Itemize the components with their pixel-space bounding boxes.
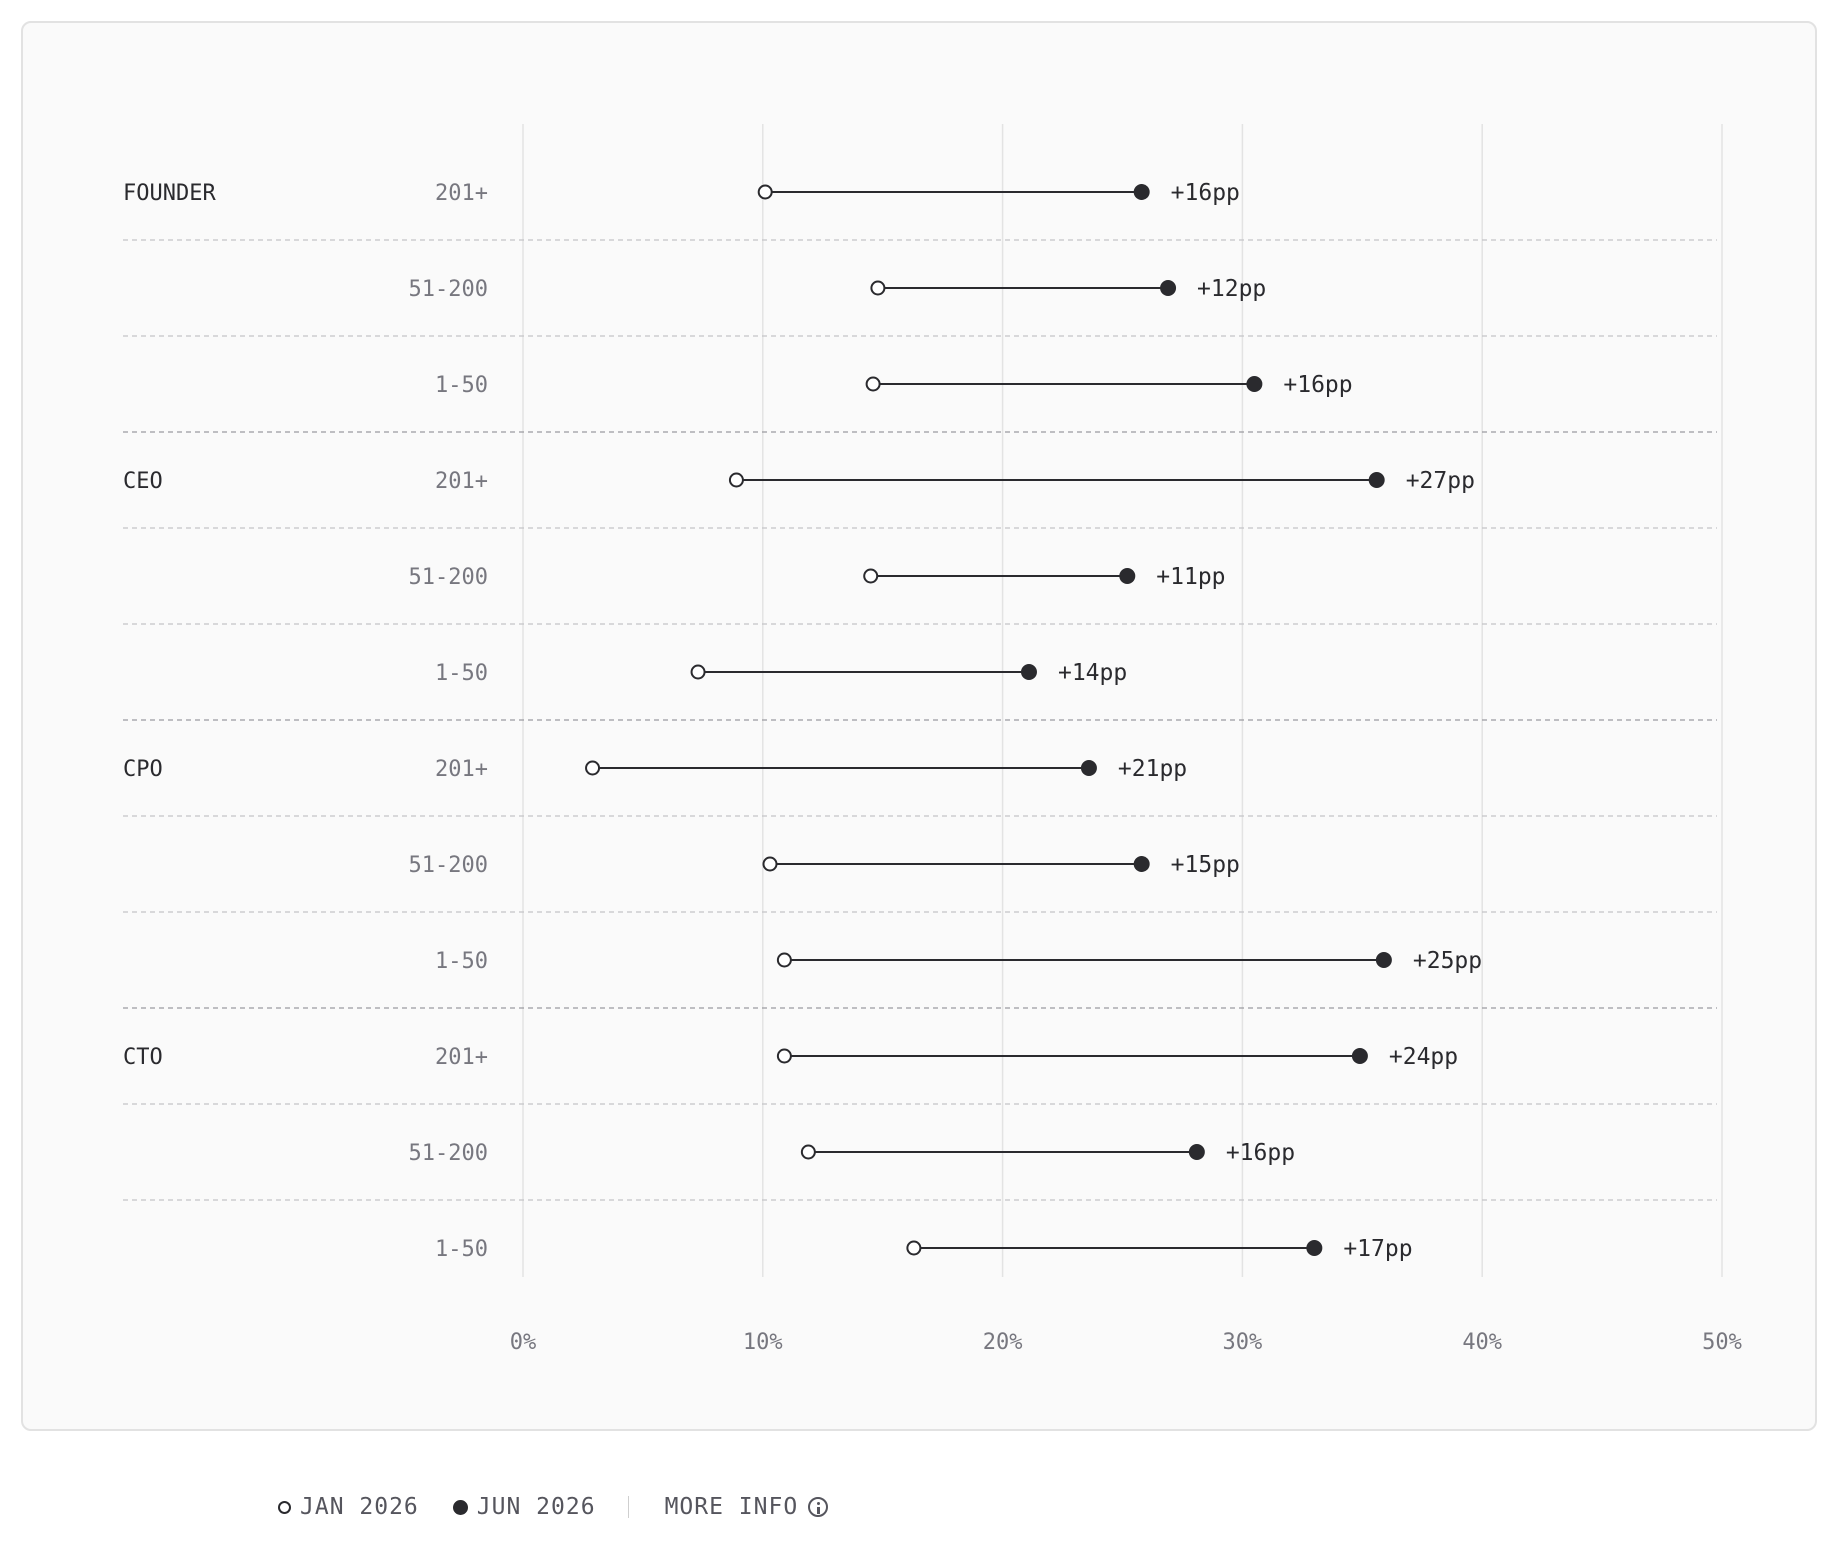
x-tick-label: 10%: [743, 1330, 783, 1355]
delta-label: +12pp: [1197, 276, 1266, 302]
legend-label-jun: JUN 2026: [476, 1494, 596, 1520]
size-label: 1-50: [435, 1237, 488, 1262]
size-label: 201+: [435, 469, 488, 494]
legend-divider: [627, 1496, 629, 1518]
jun-2026-point: [1306, 1240, 1323, 1256]
legend-item-jan: JAN 2026: [278, 1494, 419, 1520]
role-label: CPO: [123, 757, 163, 782]
jan-2026-point: [776, 1048, 792, 1064]
jan-2026-point: [757, 184, 773, 200]
open-circle-icon: [278, 1500, 291, 1514]
size-label: 201+: [435, 1045, 488, 1070]
x-tick-label: 20%: [983, 1330, 1023, 1355]
jan-2026-point: [690, 664, 706, 680]
jan-2026-point: [728, 472, 744, 488]
size-label: 51-200: [409, 1141, 488, 1166]
size-label: 1-50: [435, 373, 488, 398]
delta-label: +16pp: [1283, 372, 1352, 398]
size-label: 201+: [435, 181, 488, 206]
role-label: CTO: [123, 1045, 163, 1070]
jun-2026-point: [1119, 568, 1136, 584]
jan-2026-point: [585, 760, 601, 776]
delta-label: +21pp: [1118, 756, 1187, 782]
jun-2026-point: [1351, 1048, 1368, 1064]
x-tick-label: 0%: [510, 1330, 537, 1355]
delta-label: +24pp: [1389, 1044, 1458, 1070]
chart-legend: JAN 2026 JUN 2026 MORE INFO: [278, 1491, 829, 1523]
jan-2026-point: [863, 568, 879, 584]
jun-2026-point: [1080, 760, 1097, 776]
role-label: CEO: [123, 469, 163, 494]
delta-label: +15pp: [1171, 852, 1240, 878]
delta-label: +16pp: [1171, 180, 1240, 206]
jan-2026-point: [776, 952, 792, 968]
jan-2026-point: [870, 280, 886, 296]
more-info-label: MORE INFO: [664, 1494, 799, 1520]
jan-2026-point: [906, 1240, 922, 1256]
delta-label: +14pp: [1058, 660, 1127, 686]
jun-2026-point: [1368, 472, 1385, 488]
delta-label: +27pp: [1406, 468, 1475, 494]
size-label: 1-50: [435, 661, 488, 686]
jun-2026-point: [1375, 952, 1392, 968]
size-label: 201+: [435, 757, 488, 782]
more-info-button[interactable]: MORE INFO: [665, 1494, 829, 1520]
jun-2026-point: [1133, 856, 1150, 872]
info-circle-icon: [808, 1497, 829, 1517]
size-label: 51-200: [409, 277, 488, 302]
dumbbell-chart: 0% 10% 20% 30% 40% 50% FOUNDER 201+ +16pp 51-200 +…: [123, 124, 1742, 1355]
jun-2026-point: [1020, 664, 1037, 680]
role-label: FOUNDER: [123, 181, 216, 206]
legend-item-jun: JUN 2026: [452, 1494, 596, 1520]
delta-label: +11pp: [1156, 564, 1225, 590]
x-tick-label: 30%: [1223, 1330, 1263, 1355]
jan-2026-point: [800, 1144, 816, 1160]
delta-label: +16pp: [1226, 1140, 1295, 1166]
jun-2026-point: [1160, 280, 1177, 296]
legend-label-jan: JAN 2026: [300, 1494, 419, 1520]
jun-2026-point: [1188, 1144, 1205, 1160]
jan-2026-point: [762, 856, 778, 872]
jun-2026-point: [1133, 184, 1150, 200]
chart-card: 0% 10% 20% 30% 40% 50% FOUNDER 201+ +16pp 51-200 +…: [21, 21, 1817, 1431]
size-label: 51-200: [409, 853, 488, 878]
size-label: 1-50: [435, 949, 488, 974]
filled-circle-icon: [452, 1499, 468, 1515]
jun-2026-point: [1246, 376, 1263, 392]
x-tick-label: 40%: [1462, 1330, 1502, 1355]
delta-label: +25pp: [1413, 948, 1482, 974]
delta-label: +17pp: [1343, 1236, 1412, 1262]
jan-2026-point: [865, 376, 881, 392]
size-label: 51-200: [409, 565, 488, 590]
x-tick-label: 50%: [1702, 1330, 1742, 1355]
